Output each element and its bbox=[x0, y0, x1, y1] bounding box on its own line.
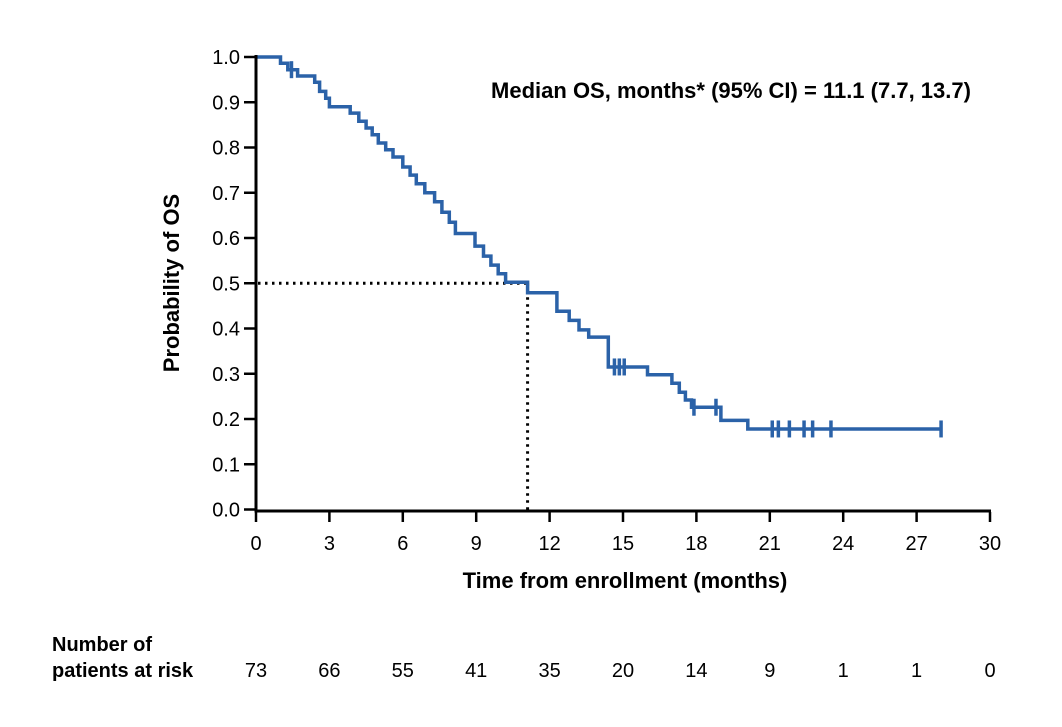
x-tick-label: 24 bbox=[832, 533, 854, 555]
at-risk-count: 20 bbox=[612, 660, 634, 682]
at-risk-header-line2: patients at risk bbox=[52, 660, 194, 682]
at-risk-header-line1: Number of bbox=[52, 634, 152, 656]
at-risk-counts: 73 66 55 41 35 20 14 9 1 1 0 bbox=[245, 660, 996, 682]
at-risk-count: 73 bbox=[245, 660, 267, 682]
x-tick-label: 27 bbox=[905, 533, 927, 555]
x-axis-ticks: 0 3 6 9 12 15 18 21 24 27 30 bbox=[250, 512, 1001, 555]
x-tick-label: 3 bbox=[324, 533, 335, 555]
y-tick-label: 0.4 bbox=[212, 319, 240, 341]
at-risk-count: 55 bbox=[392, 660, 414, 682]
at-risk-count: 1 bbox=[838, 660, 849, 682]
at-risk-count: 66 bbox=[318, 660, 340, 682]
median-os-annotation: Median OS, months* (95% CI) = 11.1 (7.7,… bbox=[491, 78, 971, 103]
y-axis-ticks: 0.0 0.1 0.2 0.3 0.4 0.5 0.6 0.7 0.8 0.9 1.0 bbox=[212, 47, 255, 522]
x-tick-label: 18 bbox=[685, 533, 707, 555]
at-risk-count: 41 bbox=[465, 660, 487, 682]
y-tick-label: 0.0 bbox=[212, 500, 240, 522]
x-tick-label: 0 bbox=[250, 533, 261, 555]
y-tick-label: 0.1 bbox=[212, 454, 240, 476]
at-risk-count: 35 bbox=[538, 660, 560, 682]
y-tick-label: 0.6 bbox=[212, 228, 240, 250]
y-axis-title: Probability of OS bbox=[159, 194, 184, 372]
y-tick-label: 0.3 bbox=[212, 364, 240, 386]
x-tick-label: 12 bbox=[538, 533, 560, 555]
x-tick-label: 6 bbox=[397, 533, 408, 555]
median-reference-lines bbox=[258, 281, 530, 510]
survival-curve bbox=[256, 55, 942, 431]
x-tick-label: 21 bbox=[759, 533, 781, 555]
x-axis-title: Time from enrollment (months) bbox=[463, 568, 788, 593]
at-risk-count: 0 bbox=[984, 660, 995, 682]
km-step-curve bbox=[256, 55, 942, 431]
x-tick-label: 9 bbox=[471, 533, 482, 555]
y-tick-label: 0.8 bbox=[212, 138, 240, 160]
x-tick-label: 30 bbox=[979, 533, 1001, 555]
at-risk-count: 1 bbox=[911, 660, 922, 682]
y-tick-label: 0.7 bbox=[212, 183, 240, 205]
x-tick-label: 15 bbox=[612, 533, 634, 555]
y-tick-label: 1.0 bbox=[212, 47, 240, 69]
y-tick-label: 0.2 bbox=[212, 409, 240, 431]
at-risk-count: 14 bbox=[685, 660, 707, 682]
at-risk-count: 9 bbox=[764, 660, 775, 682]
censor-tick-marks bbox=[289, 61, 943, 438]
y-tick-label: 0.9 bbox=[212, 92, 240, 114]
y-tick-label: 0.5 bbox=[212, 273, 240, 295]
